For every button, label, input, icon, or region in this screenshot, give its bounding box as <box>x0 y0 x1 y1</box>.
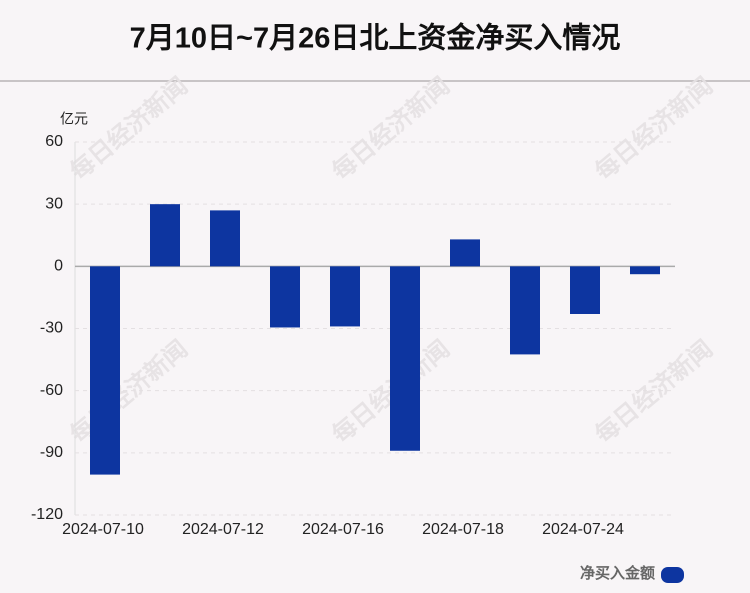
y-tick-label: 0 <box>54 258 63 275</box>
bar <box>570 266 600 314</box>
legend-swatch <box>661 567 684 583</box>
y-tick-label: -60 <box>40 382 63 399</box>
x-tick-label: 2024-07-10 <box>62 521 144 538</box>
plot: -120 -90 -60 -30 0 30 60 2024-07-10 2024-07-12 20… <box>31 133 675 538</box>
bar <box>390 266 420 451</box>
legend-label: 净买入金额 <box>580 564 655 582</box>
y-tick-label: 60 <box>45 133 63 150</box>
y-tick-label: -120 <box>31 506 63 523</box>
x-tick-label: 2024-07-16 <box>302 521 384 538</box>
bar <box>90 266 120 475</box>
y-tick-label: -90 <box>40 444 63 461</box>
x-tick-label: 2024-07-18 <box>422 521 504 538</box>
bar <box>270 266 300 328</box>
bar <box>210 210 240 267</box>
y-tick-label: 30 <box>45 195 63 212</box>
bar <box>450 239 480 267</box>
x-tick-label: 2024-07-12 <box>182 521 264 538</box>
bar <box>330 266 360 327</box>
y-unit: 亿元 <box>60 111 88 127</box>
y-tick-label: -30 <box>40 320 63 337</box>
bar <box>150 204 180 267</box>
chart-title: 7月10日~7月26日北上资金净买入情况 <box>130 21 621 55</box>
bar <box>510 266 540 355</box>
x-tick-label: 2024-07-24 <box>542 521 624 538</box>
bar <box>630 266 660 275</box>
